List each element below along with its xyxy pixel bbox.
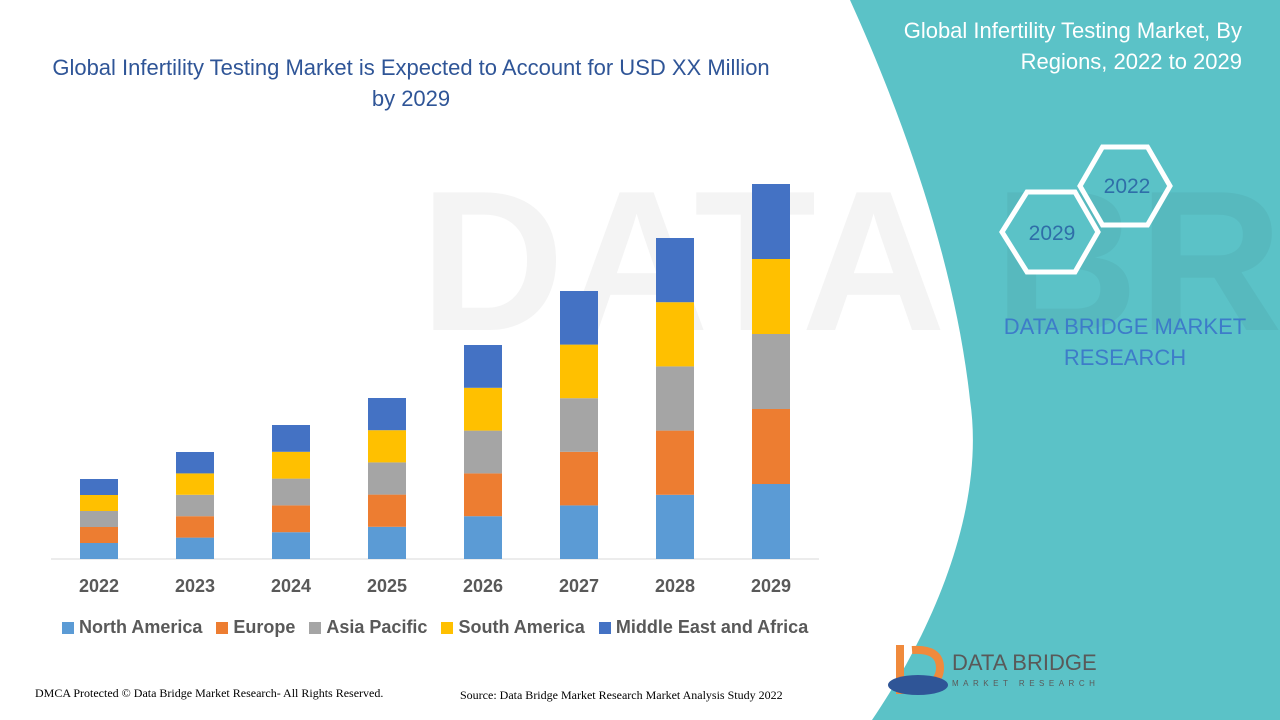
bar-segment [752, 484, 790, 559]
x-tick-label: 2027 [559, 576, 599, 596]
bar-segment [176, 494, 214, 517]
bar-segment [272, 478, 310, 506]
copyright: DMCA Protected © Data Bridge Market Rese… [35, 686, 383, 700]
x-tick-label: 2022 [79, 576, 119, 596]
bar-segment [752, 409, 790, 484]
brand: DATA BRIDGE MARKET RESEARCH [1003, 314, 1247, 370]
bar-segment [560, 398, 598, 452]
hexagon [1077, 144, 1173, 228]
bar-segment [80, 511, 118, 527]
legend-swatch [441, 621, 454, 634]
bar-segment [464, 345, 502, 388]
side-title: Global Infertility Testing Market, By Re… [903, 18, 1242, 74]
side-background [850, 0, 1280, 720]
x-tick-label: 2025 [367, 576, 407, 596]
bar-segment [368, 398, 406, 431]
bar-segment [176, 473, 214, 495]
hexagon [999, 189, 1101, 275]
bar-segment [368, 494, 406, 527]
logo-tagline: MARKET RESEARCH [952, 679, 1099, 688]
bar-segment [464, 387, 502, 431]
bar-segment [464, 516, 502, 559]
bar-segment [656, 494, 694, 559]
legend-label: Asia Pacific [326, 617, 428, 637]
hex-label: 2029 [1029, 222, 1076, 245]
bar-segment [464, 473, 502, 517]
bar-segment [176, 452, 214, 474]
x-tick-label: 2023 [175, 576, 215, 596]
bar-segment [656, 238, 694, 303]
x-tick-label: 2028 [655, 576, 695, 596]
legend-item: Asia Pacific [309, 617, 427, 638]
bar-segment [80, 479, 118, 495]
legend-item: South America [441, 617, 585, 638]
legend-item: Middle East and Africa [598, 617, 809, 638]
x-tick-label: 2024 [271, 576, 311, 596]
bar-segment [80, 543, 118, 559]
legend-item: Europe [216, 617, 295, 638]
bar-segment [80, 495, 118, 511]
legend-swatch [62, 621, 74, 634]
x-tick-label: 2029 [751, 576, 791, 596]
legend-swatch [309, 621, 322, 634]
bar-segment [368, 526, 406, 559]
legend-swatch [598, 621, 611, 634]
legend-label: Europe [233, 617, 296, 637]
bar-segment [368, 462, 406, 495]
source: Source: Data Bridge Market Research Mark… [460, 688, 783, 702]
bar-segment [560, 291, 598, 345]
bar-segment [272, 451, 310, 479]
legend-label: South America [458, 617, 585, 637]
legend-label: North America [79, 617, 203, 637]
bar-segment [656, 430, 694, 495]
chart-title: Global Infertility Testing Market is Exp… [52, 55, 770, 111]
bar-segment [176, 516, 214, 538]
bar-segment [368, 430, 406, 463]
legend-swatch [216, 621, 229, 634]
bar-segment [752, 259, 790, 334]
bar-segment [176, 537, 214, 559]
logo-name: DATA BRIDGE [952, 650, 1097, 675]
legend-label: Middle East and Africa [615, 617, 809, 637]
bar-segment [272, 505, 310, 533]
bar-segment [464, 430, 502, 474]
bar-segment [656, 366, 694, 431]
bar-segment [272, 532, 310, 559]
bar-segment [560, 505, 598, 559]
bar-segment [656, 302, 694, 367]
bar-segment [560, 344, 598, 399]
bar-segment [272, 425, 310, 452]
hex-label: 2022 [1104, 175, 1151, 198]
bar-segment [752, 184, 790, 259]
logo-icon [888, 675, 948, 695]
legend: North America Europe Asia Pacific South Ame… [62, 617, 808, 638]
bar-segment [752, 334, 790, 409]
legend-item: North America [62, 617, 202, 638]
x-tick-label: 2026 [463, 576, 503, 596]
bar-segment [560, 451, 598, 506]
bar-segment [80, 527, 118, 543]
